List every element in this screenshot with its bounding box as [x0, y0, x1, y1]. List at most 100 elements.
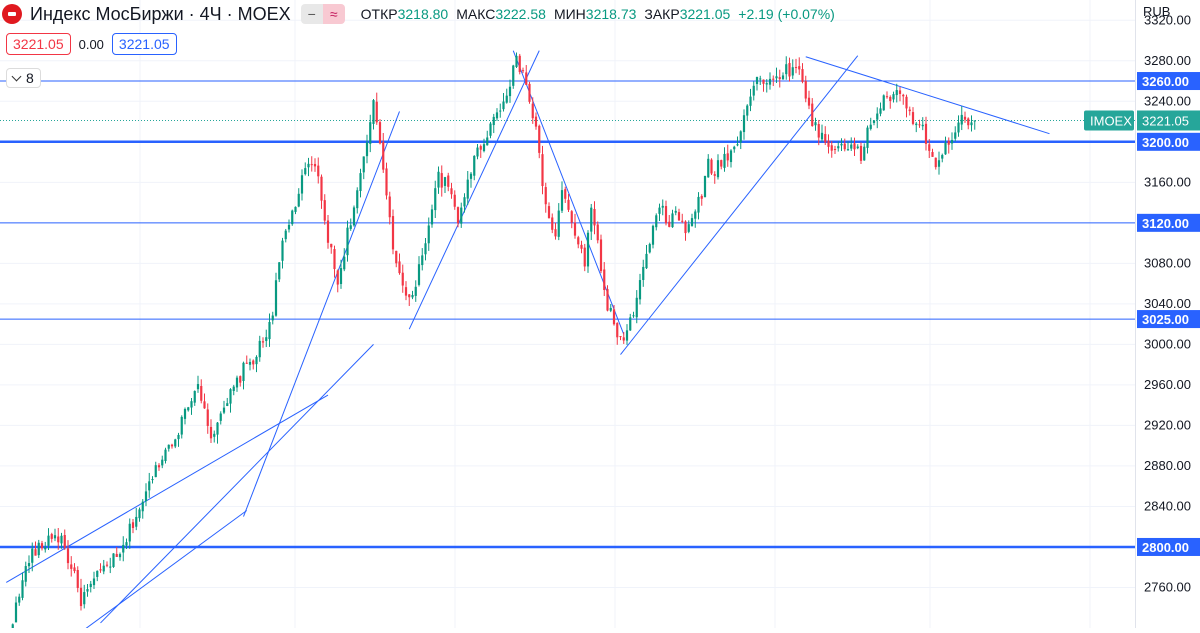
svg-text:3221.05: 3221.05	[1142, 113, 1189, 128]
candle	[330, 243, 333, 254]
candle	[879, 102, 882, 117]
level-price-tag[interactable]: 3200.00	[1137, 132, 1200, 151]
candle	[34, 541, 37, 556]
candle	[57, 527, 60, 550]
candle	[791, 59, 794, 79]
candle	[365, 134, 369, 164]
buy-button[interactable]: 3221.05	[111, 33, 177, 55]
symbol-tag[interactable]: IMOEX	[1084, 110, 1134, 131]
trend-line[interactable]	[80, 510, 248, 633]
last-price-tag[interactable]: 3221.05	[1137, 110, 1200, 131]
trend-line[interactable]	[408, 50, 540, 330]
candle	[359, 168, 362, 198]
candle	[473, 155, 476, 181]
candle	[544, 182, 547, 213]
legend-toggles: − ≈	[300, 4, 345, 24]
candle	[947, 137, 950, 154]
candle	[876, 107, 879, 129]
trend-line[interactable]	[805, 56, 1050, 135]
level-price-tag[interactable]: 3120.00	[1137, 213, 1200, 232]
candle	[307, 157, 310, 177]
candle	[372, 99, 375, 130]
candle	[567, 193, 570, 213]
level-price-tag[interactable]: 3025.00	[1137, 310, 1200, 329]
candle	[577, 235, 580, 249]
candle	[456, 206, 460, 228]
candle	[196, 375, 200, 393]
candle	[495, 108, 499, 121]
close-label: ЗАКР	[644, 6, 680, 22]
candle	[716, 154, 720, 180]
candle	[703, 175, 707, 198]
symbol-title[interactable]: Индекс МосБиржи · 4Ч · MOEX	[30, 3, 291, 24]
candle	[885, 91, 889, 99]
candle	[742, 109, 746, 140]
candle	[414, 280, 417, 302]
open-label: ОТКР	[360, 6, 398, 22]
candle	[713, 171, 716, 184]
candle	[924, 116, 928, 151]
candle	[850, 137, 853, 151]
minus-icon[interactable]: −	[300, 4, 323, 24]
candle	[148, 472, 151, 498]
candle	[609, 304, 612, 313]
candle	[174, 438, 177, 449]
candle	[671, 209, 674, 228]
candle	[941, 153, 944, 163]
candle	[421, 248, 424, 271]
candle	[96, 570, 99, 582]
trend-line[interactable]	[5, 394, 329, 583]
candle	[128, 518, 131, 549]
candle	[118, 552, 122, 561]
candle	[14, 596, 18, 623]
indicators-toggle[interactable]: 8	[6, 68, 41, 88]
candle	[281, 237, 284, 269]
candle	[24, 561, 27, 587]
candle	[44, 541, 47, 553]
candle	[89, 580, 92, 593]
candle	[304, 162, 307, 176]
candle	[629, 313, 632, 331]
candle	[313, 158, 317, 172]
candle	[807, 90, 811, 110]
candle	[538, 124, 541, 159]
candle	[362, 156, 365, 180]
candle	[616, 322, 619, 345]
candle	[170, 443, 174, 449]
candle	[781, 72, 785, 80]
candle	[573, 213, 577, 239]
high-value: 3222.58	[495, 6, 546, 22]
candle	[918, 119, 921, 128]
candle	[122, 536, 125, 562]
candle	[252, 359, 255, 370]
level-price-tag[interactable]: 3260.00	[1137, 72, 1200, 91]
candle	[892, 91, 895, 103]
candle	[398, 253, 401, 275]
candle	[593, 201, 596, 235]
low-value: 3218.73	[585, 6, 637, 22]
candle	[255, 355, 258, 373]
candle	[908, 106, 911, 116]
candle	[788, 57, 791, 82]
wave-icon[interactable]: ≈	[322, 4, 345, 24]
candle	[229, 388, 232, 413]
candle	[765, 79, 768, 93]
candle	[50, 532, 53, 543]
svg-text:3120.00: 3120.00	[1142, 216, 1189, 231]
svg-text:3200.00: 3200.00	[1142, 135, 1189, 150]
candle	[531, 97, 534, 124]
candle	[310, 156, 313, 172]
candle	[882, 94, 885, 111]
trend-line[interactable]	[243, 111, 400, 517]
sell-button[interactable]: 3221.05	[6, 33, 71, 55]
candle	[603, 262, 606, 297]
level-price-tag[interactable]: 2800.00	[1137, 537, 1200, 556]
currency-label[interactable]: RUB	[1143, 4, 1171, 19]
candle	[339, 259, 343, 289]
candle	[492, 113, 495, 134]
trend-line[interactable]	[620, 55, 859, 355]
low-label: МИН	[553, 6, 586, 22]
trend-line[interactable]	[100, 344, 374, 624]
